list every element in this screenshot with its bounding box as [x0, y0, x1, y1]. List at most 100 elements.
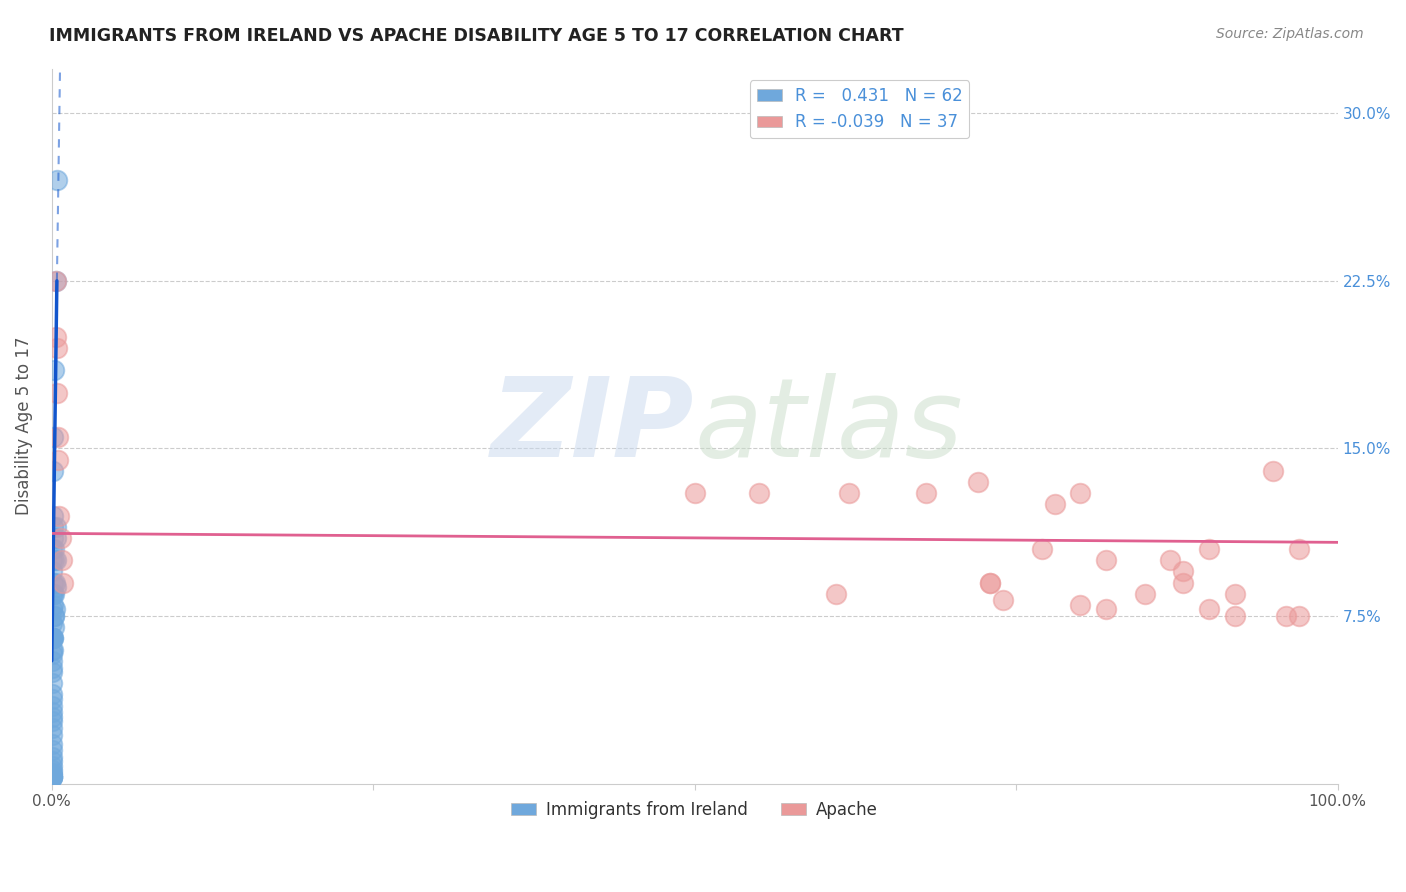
Point — [46, 452, 69, 467]
Point — [41, 642, 63, 657]
Point — [1159, 553, 1181, 567]
Point — [44, 363, 66, 377]
Point — [1223, 587, 1246, 601]
Text: ZIP: ZIP — [491, 373, 695, 480]
Point — [41, 765, 63, 780]
Point — [41, 691, 63, 706]
Point — [41, 737, 63, 751]
Point — [1095, 602, 1118, 616]
Point — [41, 755, 63, 769]
Point — [41, 615, 63, 630]
Point — [1095, 553, 1118, 567]
Point — [45, 385, 67, 400]
Point — [41, 687, 63, 701]
Point — [41, 565, 63, 579]
Point — [41, 770, 63, 784]
Point — [41, 587, 63, 601]
Point — [45, 274, 67, 288]
Point — [41, 714, 63, 728]
Point — [41, 764, 63, 778]
Text: atlas: atlas — [695, 373, 963, 480]
Point — [44, 542, 66, 557]
Text: IMMIGRANTS FROM IRELAND VS APACHE DISABILITY AGE 5 TO 17 CORRELATION CHART: IMMIGRANTS FROM IRELAND VS APACHE DISABI… — [49, 27, 904, 45]
Point — [41, 602, 63, 616]
Point — [993, 593, 1015, 607]
Point — [1133, 587, 1156, 601]
Point — [41, 632, 63, 646]
Point — [45, 173, 67, 187]
Point — [42, 531, 65, 545]
Point — [41, 676, 63, 690]
Point — [42, 553, 65, 567]
Point — [41, 642, 63, 657]
Point — [41, 665, 63, 679]
Point — [41, 770, 63, 784]
Point — [979, 575, 1001, 590]
Point — [45, 580, 67, 594]
Point — [41, 632, 63, 646]
Point — [1173, 575, 1195, 590]
Point — [41, 542, 63, 557]
Point — [45, 274, 67, 288]
Point — [52, 575, 75, 590]
Y-axis label: Disability Age 5 to 17: Disability Age 5 to 17 — [15, 337, 32, 516]
Point — [42, 632, 65, 646]
Point — [45, 329, 67, 343]
Point — [41, 770, 63, 784]
Point — [42, 609, 65, 624]
Point — [45, 519, 67, 533]
Point — [41, 759, 63, 773]
Text: Source: ZipAtlas.com: Source: ZipAtlas.com — [1216, 27, 1364, 41]
Point — [41, 705, 63, 719]
Point — [42, 575, 65, 590]
Legend: Immigrants from Ireland, Apache: Immigrants from Ireland, Apache — [505, 794, 884, 825]
Point — [44, 620, 66, 634]
Point — [1069, 598, 1091, 612]
Point — [41, 709, 63, 723]
Point — [42, 519, 65, 533]
Point — [41, 660, 63, 674]
Point — [825, 587, 848, 601]
Point — [1173, 565, 1195, 579]
Point — [45, 531, 67, 545]
Point — [44, 602, 66, 616]
Point — [42, 609, 65, 624]
Point — [838, 486, 860, 500]
Point — [41, 750, 63, 764]
Point — [41, 698, 63, 713]
Point — [42, 587, 65, 601]
Point — [41, 770, 63, 784]
Point — [46, 430, 69, 444]
Point — [41, 632, 63, 646]
Point — [41, 728, 63, 742]
Point — [48, 508, 70, 523]
Point — [1275, 609, 1298, 624]
Point — [45, 553, 67, 567]
Point — [683, 486, 706, 500]
Point — [41, 553, 63, 567]
Point — [1198, 602, 1220, 616]
Point — [915, 486, 938, 500]
Point — [966, 475, 988, 489]
Point — [1288, 542, 1310, 557]
Point — [42, 508, 65, 523]
Point — [44, 575, 66, 590]
Point — [41, 654, 63, 668]
Point — [45, 341, 67, 355]
Point — [42, 430, 65, 444]
Point — [1263, 464, 1285, 478]
Point — [41, 632, 63, 646]
Point — [41, 647, 63, 661]
Point — [41, 743, 63, 757]
Point — [49, 531, 72, 545]
Point — [748, 486, 770, 500]
Point — [1288, 609, 1310, 624]
Point — [1069, 486, 1091, 500]
Point — [51, 553, 73, 567]
Point — [1198, 542, 1220, 557]
Point — [1223, 609, 1246, 624]
Point — [41, 768, 63, 782]
Point — [979, 575, 1001, 590]
Point — [42, 464, 65, 478]
Point — [1031, 542, 1053, 557]
